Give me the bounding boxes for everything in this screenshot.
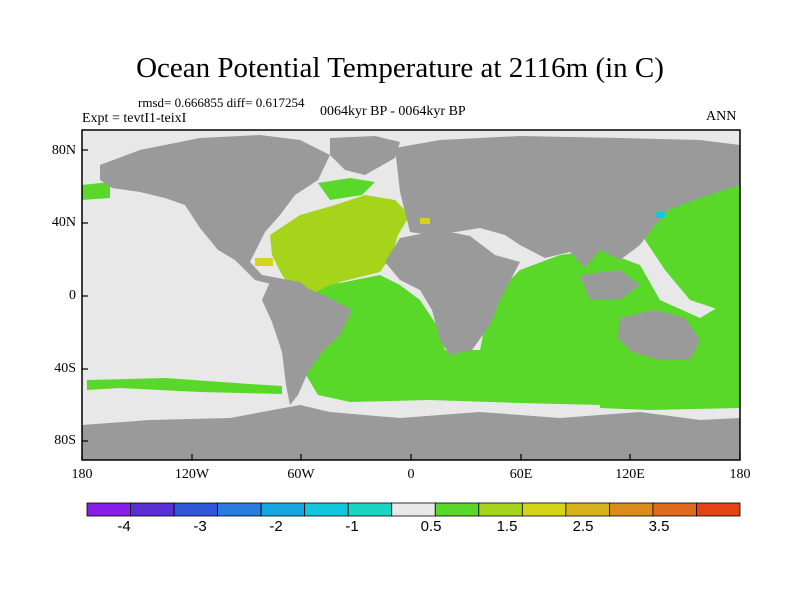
lon-ticks [81,454,741,460]
colorbar-swatch [304,502,349,517]
colorbar-label: 2.5 [572,518,594,535]
lat-label-80n: 80N [51,143,76,158]
africa [385,230,520,355]
colorbar-swatch [173,502,219,517]
antarctica [82,405,740,460]
lon-label-60e: 60E [509,467,533,482]
lat-label-40n: 40N [51,215,76,230]
lon-label-120e: 120E [615,467,645,482]
lat-label-0: 0 [69,288,76,303]
stats-text: rmsd= 0.666855 diff= 0.617254 [138,95,305,110]
lat-label-40s: 40S [54,361,76,376]
colorbar-label: -4 [117,518,131,535]
lon-label-180e: 180 [729,467,751,482]
colorbar-swatch [565,502,610,517]
south-band-west [87,378,282,394]
colorbar-label: -3 [193,518,207,535]
lon-label-60w: 60W [287,467,315,482]
map-title: Ocean Potential Temperature at 2116m (in… [136,52,664,84]
eurasia [395,136,740,268]
south-band-east [600,395,740,410]
south-america [262,282,352,405]
caribbean-warm-spot [255,258,273,266]
north-america [100,135,330,292]
lon-label-120w: 120W [174,467,210,482]
colorbar [86,502,741,517]
north-atlantic-patch [318,178,375,200]
colorbar-swatch [696,502,741,517]
atlantic-warm-region [270,195,410,300]
lat-label-80s: 80S [54,433,76,448]
colorbar-swatch [347,502,393,517]
arctic-islands [200,138,255,155]
lon-label-0: 0 [407,467,415,482]
experiment-label: Expt = tevtI1-teixI [82,111,187,126]
lat-ticks [82,149,88,442]
colorbar-swatch [609,502,654,517]
colorbar-label: -1 [345,518,359,535]
colorbar-swatch [391,502,436,517]
colorbar-label: 1.5 [496,518,518,535]
greenland [330,136,400,175]
colorbar-swatch [652,502,697,517]
colorbar-swatch [260,502,306,517]
colorbar-label: -2 [269,518,283,535]
colorbar-swatch [434,502,480,517]
colorbar-swatch [478,502,523,517]
colorbar-label: 3.5 [648,518,670,535]
mediterranean-warm-spot [420,218,430,224]
australia [618,310,700,360]
colorbar-swatch [521,502,567,517]
north-pacific-green [82,182,110,200]
period-label: 0064kyr BP - 0064kyr BP [320,104,466,119]
japan-sea-spot [655,212,665,218]
colorbar-swatch [130,502,175,517]
colorbar-swatch [86,502,131,517]
colorbar-swatch [217,502,262,517]
season-label: ANN [706,109,737,124]
southeast-asia-islands [580,270,640,300]
colorbar-label: 0.5 [420,518,442,535]
lon-label-180w: 180 [71,467,93,482]
